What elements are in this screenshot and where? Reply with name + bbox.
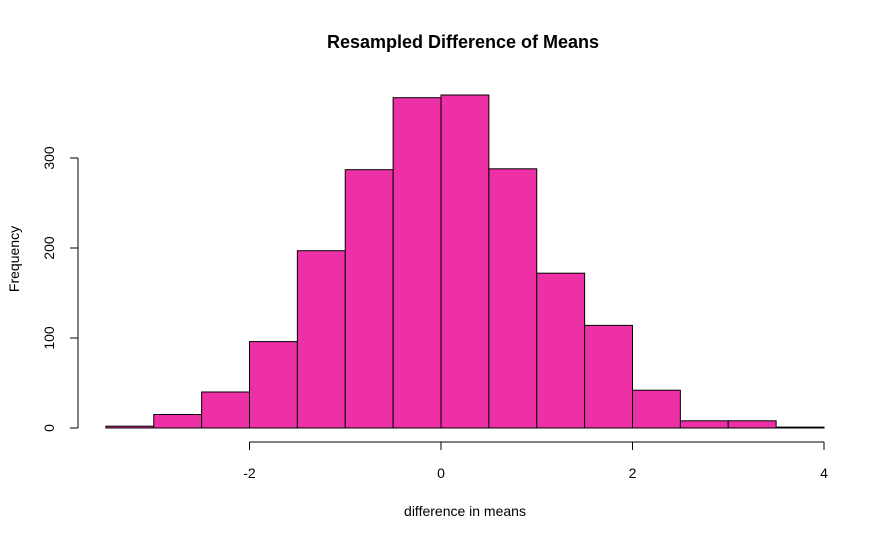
histogram-bar	[296, 250, 346, 429]
histogram-bar	[153, 414, 203, 429]
histogram-bar	[488, 168, 538, 429]
histogram-bar	[201, 391, 250, 429]
histogram-bar	[536, 272, 586, 429]
histogram-bar	[344, 169, 394, 429]
histogram-bar	[584, 324, 633, 429]
y-axis-label: Frequency	[6, 226, 22, 292]
x-axis-label: difference in means	[404, 503, 526, 519]
y-tick-label: 100	[41, 326, 57, 350]
histogram-bar	[440, 94, 490, 429]
histogram-bar	[727, 420, 777, 429]
histogram-bar	[679, 420, 729, 429]
x-tick-label: 0	[437, 465, 445, 481]
histogram-bar	[249, 341, 298, 429]
x-axis: -2 0 2 4	[243, 441, 828, 481]
chart-title: Resampled Difference of Means	[327, 32, 599, 52]
x-tick-label: 4	[820, 465, 828, 481]
histogram-bar	[392, 97, 442, 429]
histogram-bar	[632, 389, 681, 429]
x-tick-label: -2	[243, 465, 256, 481]
histogram-bars	[105, 94, 825, 429]
y-tick-label: 200	[41, 236, 57, 260]
histogram-bar	[775, 426, 825, 429]
x-tick-label: 2	[629, 465, 637, 481]
histogram-bar	[105, 425, 155, 429]
y-tick-label: 300	[41, 146, 57, 170]
y-axis: 0 100 200 300	[41, 146, 79, 432]
y-tick-label: 0	[41, 424, 57, 432]
